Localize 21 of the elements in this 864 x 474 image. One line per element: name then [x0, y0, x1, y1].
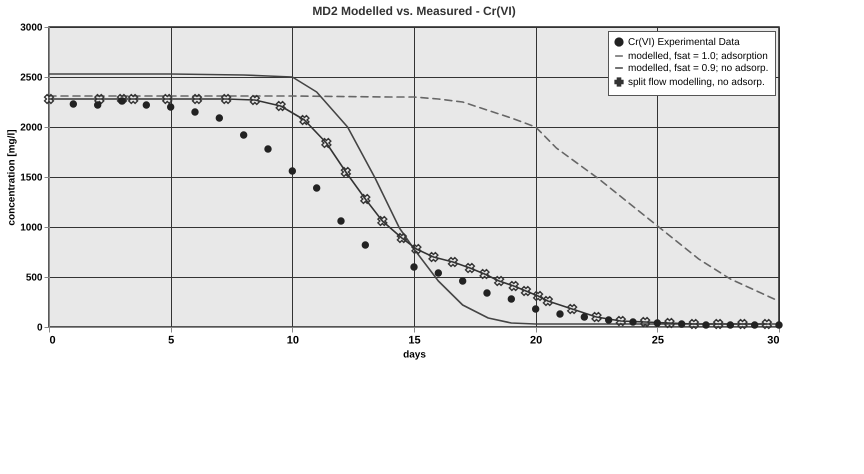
chart-title: MD2 Modelled vs. Measured - Cr(VI): [312, 4, 516, 18]
y-tick-label: 1000: [20, 222, 43, 234]
legend-label: Cr(VI) Experimental Data: [628, 37, 740, 48]
y-tick-label: 500: [26, 272, 43, 284]
legend-label: split flow modelling, no adsorp.: [628, 77, 765, 88]
x-tick-label: 10: [286, 334, 299, 346]
x-tick-label: 5: [168, 334, 174, 346]
y-tick-label: 3000: [20, 22, 43, 34]
x-tick-label: 15: [408, 334, 421, 346]
x-tick-label: 0: [50, 334, 56, 346]
y-tick-label: 2500: [20, 72, 43, 84]
legend-label: modelled, fsat = 1.0; adsorption: [628, 51, 768, 62]
y-tick-label: 1500: [20, 172, 43, 184]
x-tick-label: 25: [652, 334, 664, 346]
y-tick-label: 2000: [20, 122, 43, 134]
y-tick-label: 0: [36, 322, 43, 334]
x-tick-label: 30: [767, 334, 780, 346]
x-axis-title: days: [403, 350, 426, 360]
x-tick-label: 20: [530, 334, 542, 346]
legend-label: modelled, fsat = 0.9; no adsorp.: [628, 63, 768, 74]
y-axis-title: concentration [mg/l]: [6, 129, 18, 226]
